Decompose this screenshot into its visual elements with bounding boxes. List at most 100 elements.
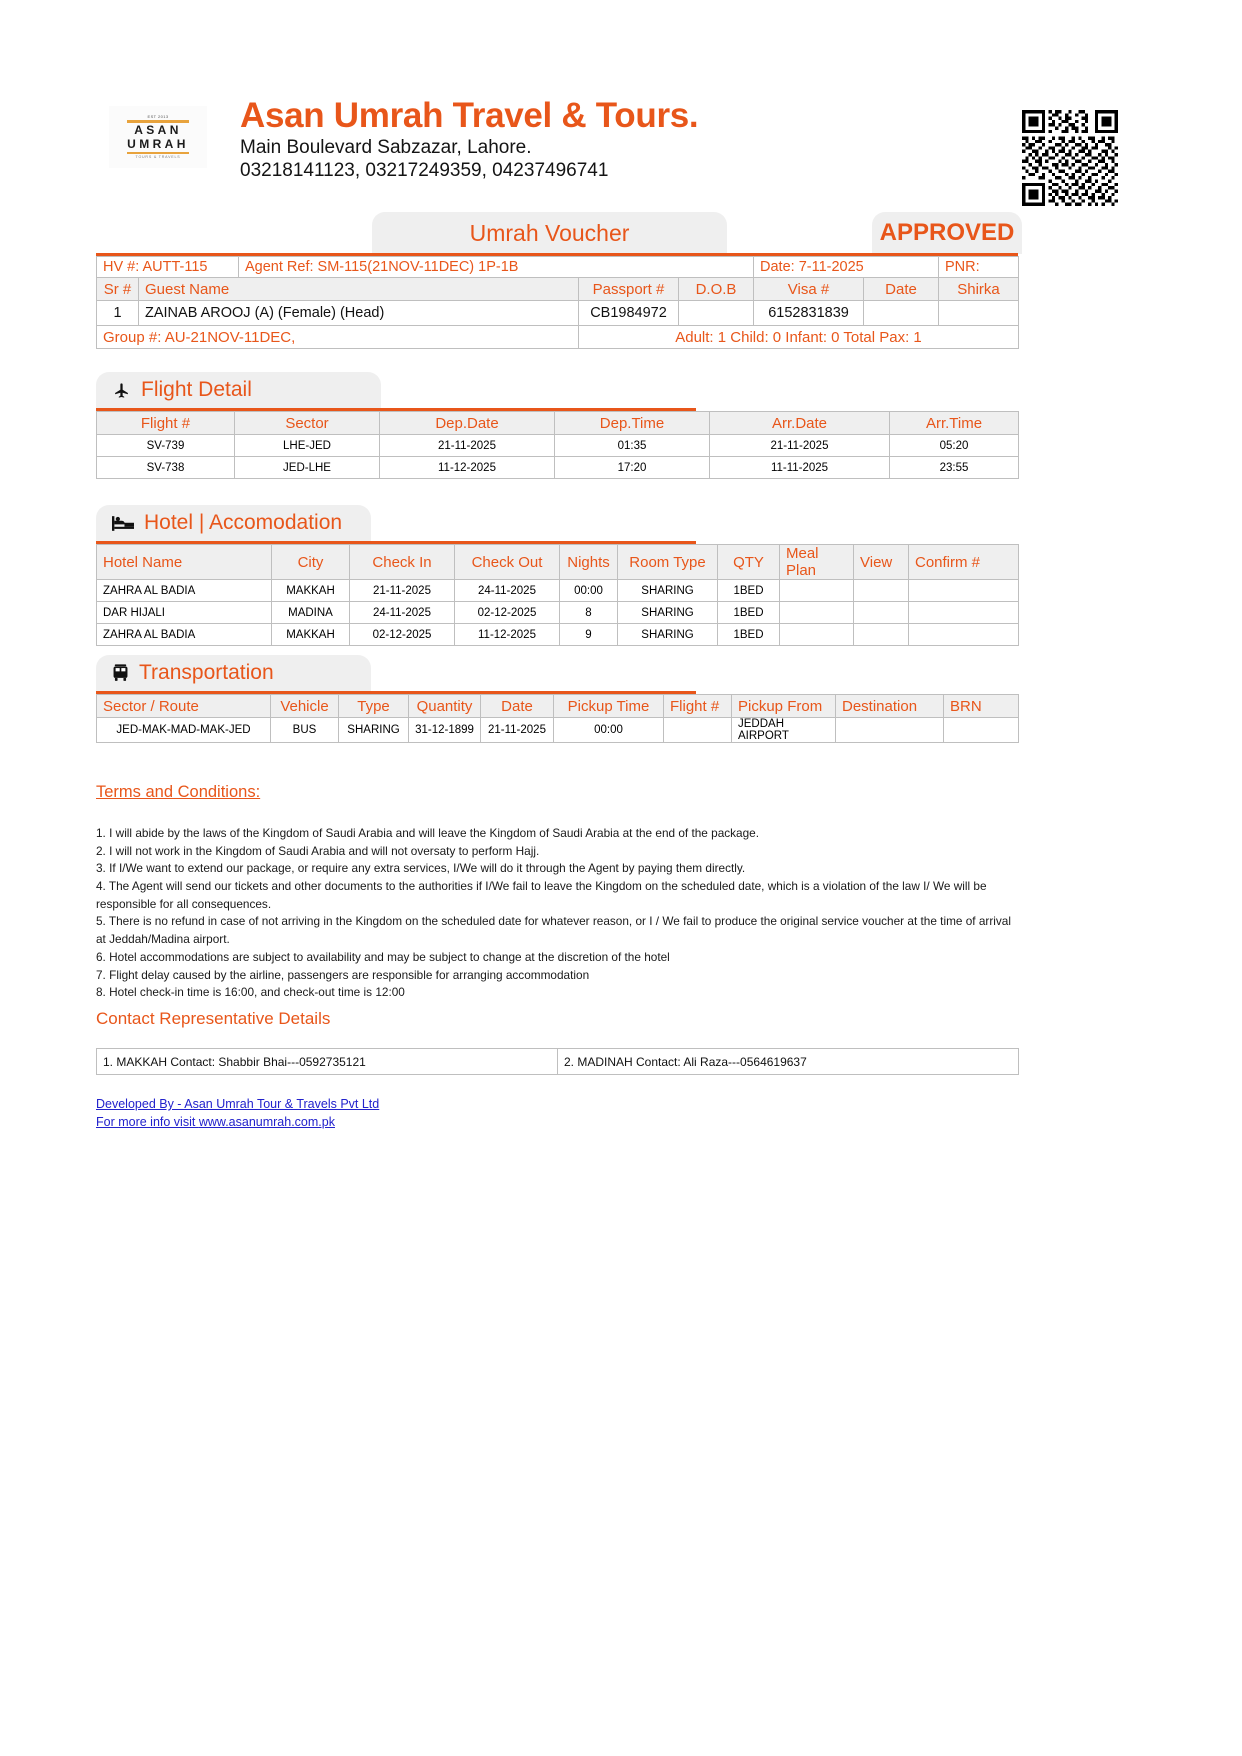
footer: Developed By - Asan Umrah Tour & Travels…: [96, 1097, 379, 1132]
col-shirka: Shirka: [938, 277, 1020, 301]
col-vehicle: Vehicle: [270, 694, 339, 718]
flight-arr-date: 21-11-2025: [709, 434, 890, 457]
document-header: EST 2013 ASAN UMRAH TOURS & TRAVELS Asan…: [96, 96, 1122, 206]
transport-pickup-time: 00:00: [553, 717, 664, 743]
guest-table-header: Sr # Guest Name Passport # D.O.B Visa # …: [96, 277, 1020, 301]
hotel-check-in: 24-11-2025: [349, 601, 455, 624]
guest-date: [863, 300, 940, 326]
col-view: View: [853, 544, 909, 580]
flight-number: SV-739: [96, 434, 235, 457]
col-passport: Passport #: [578, 277, 679, 301]
col-sector-route: Sector / Route: [96, 694, 271, 718]
pax-summary: Adult: 1 Child: 0 Infant: 0 Total Pax: 1: [577, 325, 1020, 349]
flight-dep-time: 17:20: [554, 456, 710, 479]
hotel-nights: 8: [559, 601, 618, 624]
col-quantity: Quantity: [408, 694, 481, 718]
guest-visa: 6152831839: [753, 300, 865, 326]
col-visa: Visa #: [753, 277, 865, 301]
hotel-accommodation-table: Hotel Name City Check In Check Out Night…: [96, 544, 1019, 646]
hotel-meal-plan: [779, 601, 854, 624]
flight-dep-date: 21-11-2025: [379, 434, 555, 457]
table-row: 1 ZAINAB AROOJ (A) (Female) (Head) CB198…: [96, 300, 1020, 326]
bed-icon: [112, 515, 134, 532]
col-dob: D.O.B: [677, 277, 755, 301]
flight-dep-time: 01:35: [554, 434, 710, 457]
col-guest-name: Guest Name: [138, 277, 579, 301]
terms-title: Terms and Conditions:: [96, 783, 261, 801]
hotel-check-out: 24-11-2025: [454, 579, 560, 602]
hotel-view: [853, 601, 909, 624]
status-badge-label: APPROVED: [879, 219, 1015, 246]
terms-item: 2. I will not work in the Kingdom of Sau…: [96, 843, 540, 858]
flight-detail-table: Flight # Sector Dep.Date Dep.Time Arr.Da…: [96, 411, 1019, 479]
col-date: Date: [863, 277, 940, 301]
transport-flight-number: [663, 717, 732, 743]
hotel-name: ZAHRA AL BADIA: [96, 579, 272, 602]
bus-icon: [112, 664, 129, 682]
hotel-meal-plan: [779, 623, 854, 646]
developed-by-link[interactable]: Developed By - Asan Umrah Tour & Travels…: [96, 1097, 380, 1111]
col-city: City: [271, 544, 350, 580]
terms-item: 1. I will abide by the laws of the Kingd…: [96, 826, 760, 840]
section-tab-flight: Flight Detail: [96, 372, 381, 408]
terms-item: 5. There is no refund in case of not arr…: [96, 914, 1011, 947]
guest-passport: CB1984972: [578, 300, 679, 326]
hotel-check-in: 21-11-2025: [349, 579, 455, 602]
col-destination: Destination: [835, 694, 944, 718]
status-badge-approved: APPROVED: [872, 212, 1022, 254]
table-row: DAR HIJALI MADINA 24-11-2025 02-12-2025 …: [96, 601, 1019, 624]
logo-line-1: ASAN: [134, 123, 182, 138]
table-row: 1. MAKKAH Contact: Shabbir Bhai---059273…: [96, 1048, 1019, 1075]
hotel-view: [853, 623, 909, 646]
col-pickup-time: Pickup Time: [553, 694, 664, 718]
group-summary-row: Group #: AU-21NOV-11DEC, Adult: 1 Child:…: [96, 325, 1020, 349]
hotel-name: ZAHRA AL BADIA: [96, 623, 272, 646]
more-info-label: For more info visit: [96, 1114, 199, 1129]
col-check-out: Check Out: [454, 544, 560, 580]
col-qty: QTY: [717, 544, 780, 580]
col-room-type: Room Type: [617, 544, 718, 580]
col-dep-time: Dep.Time: [554, 411, 710, 435]
transport-type: SHARING: [338, 717, 409, 743]
flight-arr-date: 11-11-2025: [709, 456, 890, 479]
logo-bar-top: [127, 120, 189, 124]
hotel-check-in: 02-12-2025: [349, 623, 455, 646]
hotel-city: MAKKAH: [271, 579, 350, 602]
hv-number: HV #: AUTT-115: [96, 256, 239, 278]
flight-arr-time: 05:20: [889, 434, 1019, 457]
hotel-confirm: [908, 601, 1019, 624]
transportation-table-header: Sector / Route Vehicle Type Quantity Dat…: [96, 694, 1019, 718]
hotel-accent-bar: [96, 541, 696, 544]
company-address: Main Boulevard Sabzazar, Lahore.: [240, 137, 532, 158]
table-row: ZAHRA AL BADIA MAKKAH 02-12-2025 11-12-2…: [96, 623, 1019, 646]
logo-bar-bottom: [127, 151, 189, 154]
hotel-table-header: Hotel Name City Check In Check Out Night…: [96, 544, 1019, 580]
col-check-in: Check In: [349, 544, 455, 580]
hotel-confirm: [908, 579, 1019, 602]
tab-umrah-voucher[interactable]: Umrah Voucher: [372, 212, 727, 254]
website-link[interactable]: www.asanumrah.com.pk: [198, 1114, 335, 1129]
guest-sr: 1: [96, 300, 139, 326]
guest-name: ZAINAB AROOJ (A) (Female) (Head): [138, 300, 579, 326]
company-logo: EST 2013 ASAN UMRAH TOURS & TRAVELS: [109, 106, 207, 168]
table-row: JED-MAK-MAD-MAK-JED BUS SHARING 31-12-18…: [96, 717, 1019, 743]
flight-number: SV-738: [96, 456, 235, 479]
col-arr-date: Arr.Date: [709, 411, 890, 435]
agent-ref: Agent Ref: SM-115(21NOV-11DEC) 1P-1B: [237, 256, 755, 278]
terms-item: 6. Hotel accommodations are subject to a…: [96, 949, 670, 964]
section-tab-transportation: Transportation: [96, 655, 371, 691]
col-nights: Nights: [559, 544, 618, 580]
transportation-accent-bar: [96, 691, 696, 694]
terms-item: 3. If I/We want to extend our package, o…: [96, 861, 746, 876]
hotel-room-type: SHARING: [617, 601, 718, 624]
col-meal-plan: Meal Plan: [779, 544, 854, 580]
table-row-refs: HV #: AUTT-115 Agent Ref: SM-115(21NOV-1…: [96, 256, 1020, 278]
terms-item: 8. Hotel check-in time is 16:00, and che…: [96, 985, 405, 1000]
flight-sector: JED-LHE: [234, 456, 380, 479]
company-phone-numbers: 03218141123, 03217249359, 04237496741: [240, 160, 609, 181]
hotel-name: DAR HIJALI: [96, 601, 272, 624]
flight-dep-date: 11-12-2025: [379, 456, 555, 479]
table-row: SV-739 LHE-JED 21-11-2025 01:35 21-11-20…: [96, 434, 1019, 457]
hotel-city: MAKKAH: [271, 623, 350, 646]
transport-quantity: 31-12-1899: [408, 717, 481, 743]
